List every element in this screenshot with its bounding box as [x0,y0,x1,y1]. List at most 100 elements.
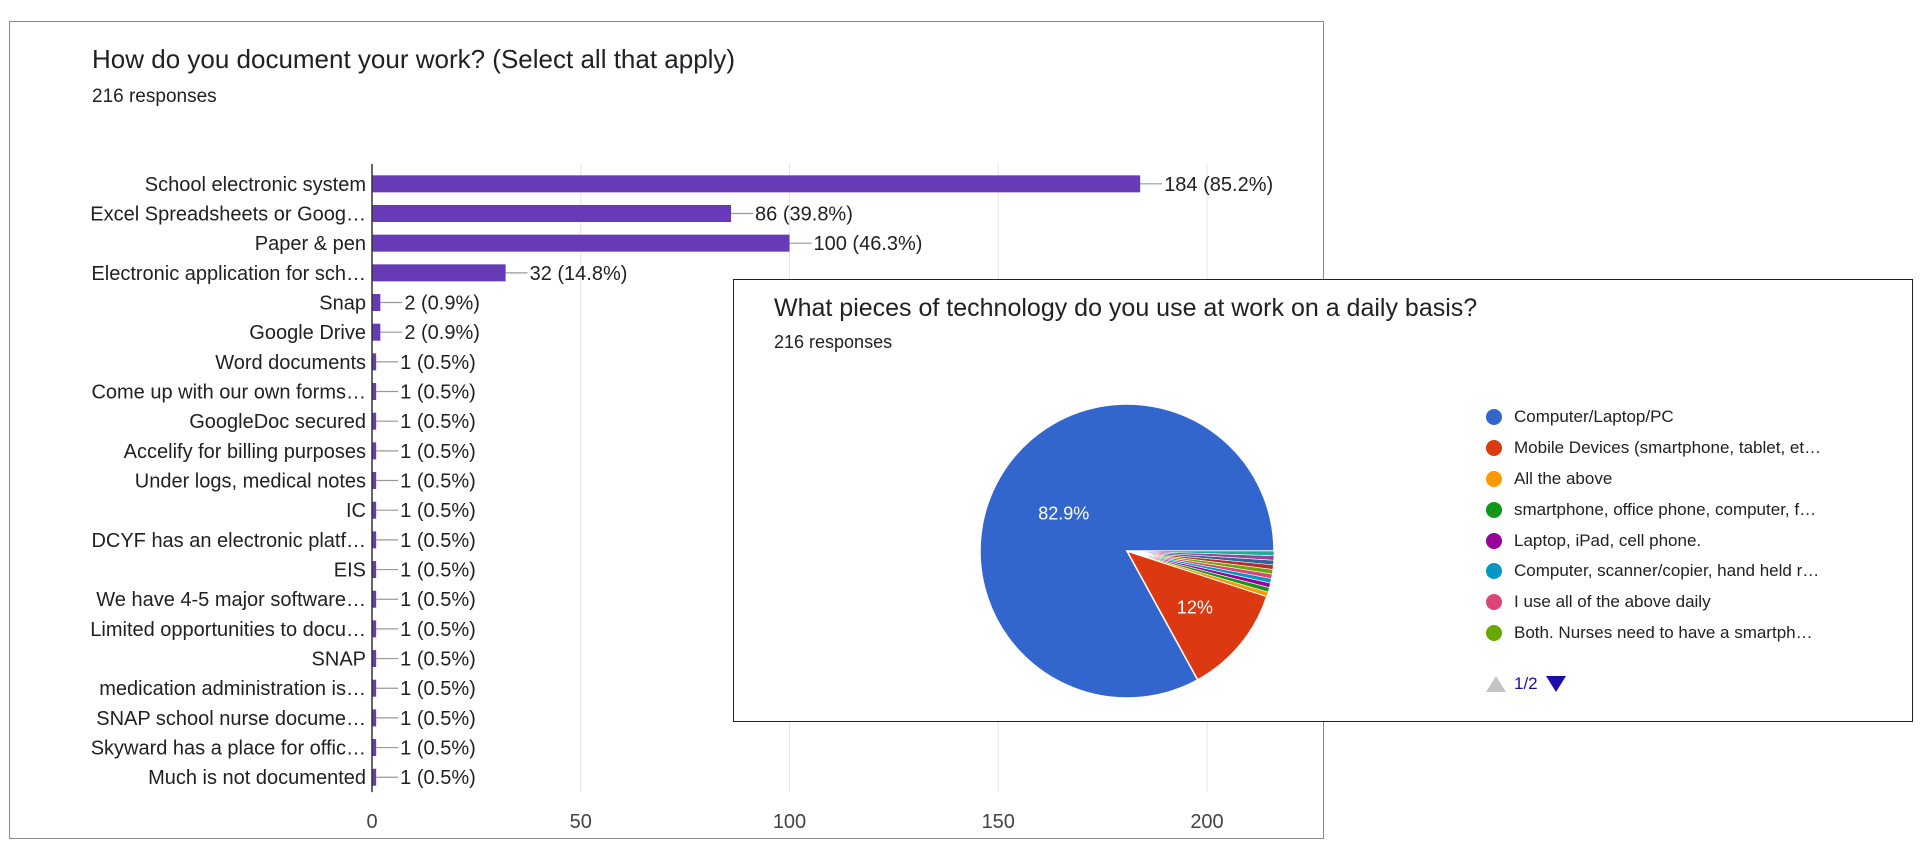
x-tick-label: 100 [773,811,806,833]
bar[interactable] [372,323,381,341]
legend-item[interactable]: I use all of the above daily [1486,587,1821,618]
data-label: 184 (85.2%) [1164,174,1273,196]
legend-pager: 1/2 [1486,674,1566,694]
bar[interactable] [372,175,1141,193]
legend-item[interactable]: Both. Nurses need to have a smartph… [1486,618,1821,649]
x-tick-label: 0 [366,811,377,833]
category-label: Much is not documented [148,767,366,789]
bar[interactable] [372,353,377,371]
pie-legend: Computer/Laptop/PC Mobile Devices (smartp… [1486,402,1821,648]
legend-label: smartphone, office phone, computer, f… [1514,499,1817,519]
data-label: 1 (0.5%) [400,589,476,611]
category-label: Google Drive [249,322,366,344]
technology-chart-title: What pieces of technology do you use at … [774,294,1478,322]
bar[interactable] [372,561,377,579]
legend-swatch [1486,501,1502,518]
category-label: Accelify for billing purposes [124,441,366,463]
data-label: 1 (0.5%) [400,678,476,700]
bar[interactable] [372,442,377,460]
bar[interactable] [372,383,377,401]
legend-label: All the above [1514,468,1613,488]
category-label: Come up with our own forms… [91,382,366,404]
legend-label: I use all of the above daily [1514,592,1711,612]
legend-swatch [1486,563,1502,580]
legend-item[interactable]: Computer, scanner/copier, hand held r… [1486,556,1821,587]
bar[interactable] [372,472,377,490]
category-label: School electronic system [145,174,366,196]
data-label: 1 (0.5%) [400,382,476,404]
legend-swatch [1486,409,1502,426]
category-label: Snap [319,293,366,315]
technology-pie-chart: 82.9% 12% [979,403,1275,699]
bar[interactable] [372,501,377,519]
data-label: 1 (0.5%) [400,500,476,522]
bar[interactable] [372,531,377,549]
category-label: IC [346,500,366,522]
pie-slice-label: 82.9% [1038,504,1089,524]
category-label: DCYF has an electronic platf… [91,530,366,552]
technology-response-count: 216 responses [774,332,893,352]
category-label: SNAP [312,649,366,671]
bar[interactable] [372,590,377,608]
category-label: Paper & pen [255,233,366,255]
legend-label: Laptop, iPad, cell phone. [1514,530,1702,550]
x-tick-label: 150 [982,811,1015,833]
bar[interactable] [372,679,377,697]
category-label: Under logs, medical notes [135,471,366,493]
bar[interactable] [372,650,377,668]
data-label: 1 (0.5%) [400,441,476,463]
legend-swatch [1486,594,1502,611]
category-label: Limited opportunities to docu… [90,619,366,641]
legend-swatch [1486,470,1502,487]
category-label: GoogleDoc secured [189,411,366,433]
bar[interactable] [372,294,381,312]
page-down-icon[interactable] [1545,676,1566,692]
category-label: Skyward has a place for offic… [91,738,366,760]
bar[interactable] [372,709,377,727]
data-label: 1 (0.5%) [400,738,476,760]
bar[interactable] [372,205,732,223]
legend-label: Both. Nurses need to have a smartph… [1514,622,1813,642]
legend-item[interactable]: smartphone, office phone, computer, f… [1486,494,1821,525]
legend-page-indicator: 1/2 [1514,674,1538,693]
bar[interactable] [372,768,377,786]
category-label: Excel Spreadsheets or Goog… [90,204,366,226]
data-label: 1 (0.5%) [400,708,476,730]
legend-label: Computer, scanner/copier, hand held r… [1514,561,1820,581]
pie-slice-label: 12% [1177,597,1213,617]
page-up-icon [1486,676,1506,692]
data-label: 2 (0.9%) [404,322,480,344]
data-label: 1 (0.5%) [400,411,476,433]
data-label: 1 (0.5%) [400,619,476,641]
category-label: Electronic application for sch… [91,263,366,285]
bar[interactable] [372,620,377,638]
legend-swatch [1486,624,1502,641]
category-label: medication administration is… [99,678,366,700]
legend-item[interactable]: Mobile Devices (smartphone, tablet, et… [1486,433,1821,464]
data-label: 2 (0.9%) [404,293,480,315]
bar[interactable] [372,739,377,757]
data-label: 1 (0.5%) [400,530,476,552]
pie-slice[interactable] [1125,549,1268,681]
category-label: We have 4-5 major software… [96,589,366,611]
legend-label: Computer/Laptop/PC [1514,407,1674,427]
data-label: 100 (46.3%) [814,233,923,255]
category-label: Word documents [215,352,366,374]
data-label: 1 (0.5%) [400,471,476,493]
technology-chart-card: What pieces of technology do you use at … [733,279,1913,722]
legend-swatch [1486,532,1502,549]
bar[interactable] [372,412,377,430]
legend-item[interactable]: All the above [1486,464,1821,495]
bar[interactable] [372,264,506,282]
x-tick-label: 200 [1190,811,1223,833]
legend-item[interactable]: Computer/Laptop/PC [1486,402,1821,433]
legend-swatch [1486,440,1502,457]
bar[interactable] [372,234,790,252]
data-label: 32 (14.8%) [530,263,628,285]
pie-slice[interactable] [1126,550,1275,556]
category-label: SNAP school nurse docume… [96,708,366,730]
documentation-response-count: 216 responses [92,86,217,107]
x-tick-label: 50 [570,811,592,833]
legend-item[interactable]: Laptop, iPad, cell phone. [1486,525,1821,556]
data-label: 1 (0.5%) [400,649,476,671]
